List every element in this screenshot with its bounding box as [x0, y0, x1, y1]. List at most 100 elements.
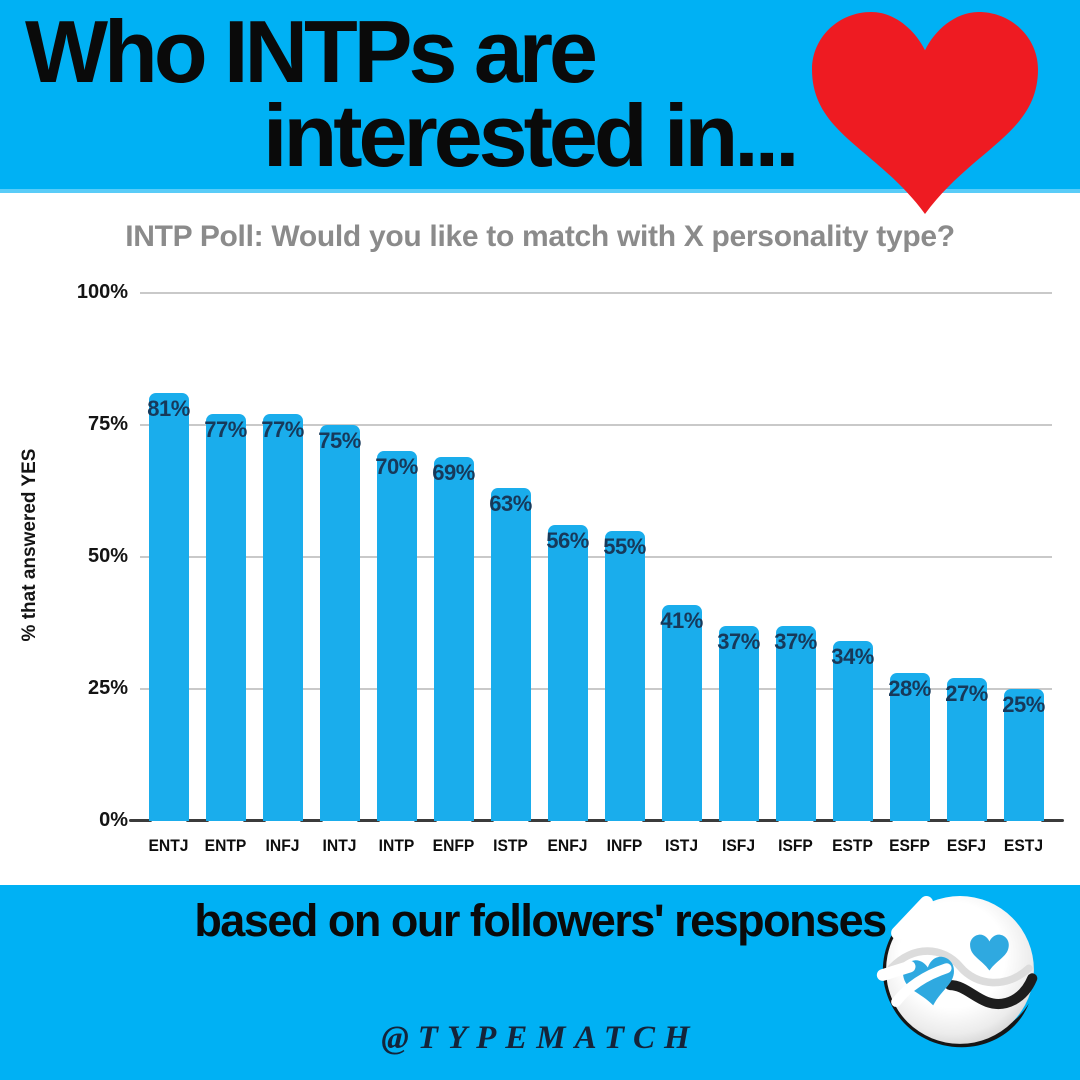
- bar-esfj: [946, 678, 987, 821]
- bar-slot-enfj: 56% ENFJ: [539, 293, 596, 855]
- heart-icon: [812, 12, 1038, 214]
- x-axis-tick: [128, 819, 152, 822]
- bar-value-label: 37%: [774, 628, 817, 654]
- gridline-50: [140, 556, 1052, 558]
- bar-infj: [262, 414, 303, 821]
- x-axis-tick: [185, 819, 209, 822]
- bar-slot-intj: 75% INTJ: [311, 293, 368, 855]
- bar-value-label: 25%: [1002, 692, 1045, 717]
- bar-value-label: 34%: [831, 644, 874, 670]
- bar-istp: [490, 488, 531, 821]
- chart-title: INTP Poll: Would you like to match with …: [125, 220, 955, 253]
- title-line-2: interested in...: [263, 86, 800, 185]
- bar-entj: [148, 393, 189, 821]
- logo-white-tail-left: [876, 960, 916, 981]
- x-axis-label: ESFP: [889, 836, 930, 855]
- x-axis-label: ISFP: [778, 836, 813, 855]
- x-axis-label: INTJ: [322, 836, 357, 855]
- bar-slot-enfp: 69% ENFP: [425, 293, 482, 855]
- bar-value-label: 28%: [888, 676, 931, 702]
- logo-dark-stroke: [944, 973, 1038, 1009]
- x-axis-tick: [413, 819, 437, 822]
- bar-value-label: 77%: [204, 417, 247, 443]
- x-axis-label: ISFJ: [721, 836, 756, 855]
- bar-value-label: 70%: [375, 454, 418, 480]
- bar-value-label: 27%: [945, 681, 988, 707]
- x-axis-label: ENFJ: [547, 836, 588, 855]
- y-tick-label: 100%: [76, 281, 128, 303]
- x-axis-label: ENFP: [432, 836, 475, 855]
- logo-white-tail-top: [891, 896, 934, 940]
- x-axis-tick: [755, 819, 779, 822]
- bar-value-label: 56%: [546, 528, 589, 554]
- y-tick-label: 0%: [99, 809, 128, 831]
- bar-slot-intp: 70% INTP: [368, 293, 425, 855]
- page-title: Who INTPs are interested in...: [25, 2, 800, 185]
- logo-heart-upper: [970, 934, 1009, 971]
- bar-slot-entj: 81% ENTJ: [140, 293, 197, 855]
- bar-slot-isfp: 37% ISFP: [767, 293, 824, 855]
- bar-value-label: 77%: [261, 417, 304, 443]
- bar-slot-entp: 77% ENTP: [197, 293, 254, 855]
- bar-value-label: 63%: [489, 491, 532, 517]
- gridline-100: [140, 292, 1052, 294]
- bar-slot-istj: 41% ISTJ: [653, 293, 710, 855]
- bar-slot-esfp: 28% ESFP: [881, 293, 938, 855]
- bar-value-label: 81%: [147, 396, 190, 422]
- x-axis-tick: [584, 819, 608, 822]
- x-axis-tick: [983, 819, 1007, 822]
- brand-handle: @TYPEMATCH: [381, 1020, 699, 1056]
- bar-slot-esfj: 27% ESFJ: [938, 293, 995, 855]
- bar-slot-isfj: 37% ISFJ: [710, 293, 767, 855]
- bar-value-label: 37%: [717, 628, 760, 654]
- x-axis-tick: [926, 819, 950, 822]
- x-axis-label: ENTJ: [148, 836, 189, 855]
- title-line-1: Who INTPs are: [25, 2, 598, 101]
- bar-istj: [661, 604, 702, 821]
- x-axis-tick: [641, 819, 665, 822]
- bar-esfp: [889, 673, 930, 821]
- x-axis-tick: [1040, 819, 1064, 822]
- x-axis-label: ENTP: [204, 836, 247, 855]
- bar-entp: [205, 414, 246, 821]
- bar-isfp: [775, 625, 816, 821]
- bar-value-label: 75%: [318, 428, 361, 453]
- x-axis-label: ESFJ: [946, 836, 987, 855]
- logo-white-brush: [891, 963, 952, 1007]
- bottom-banner: based on our followers' responses @TYPEM…: [0, 885, 1080, 1080]
- x-axis-tick: [812, 819, 836, 822]
- bar-enfp: [433, 456, 474, 821]
- x-axis-label: ISTJ: [664, 836, 699, 855]
- x-axis-label: ESTP: [832, 836, 873, 855]
- bar-slot-estp: 34% ESTP: [824, 293, 881, 855]
- brand-logo-icon: [876, 896, 1038, 1048]
- bar-infp: [604, 530, 645, 821]
- y-tick-label: 25%: [87, 677, 128, 699]
- x-axis-tick: [299, 819, 323, 822]
- x-axis-tick: [470, 819, 494, 822]
- x-axis-label: INFP: [606, 836, 643, 855]
- logo-divide-curve: [887, 947, 1033, 987]
- x-axis-label: ISTP: [493, 836, 528, 855]
- bar-slot-infp: 55% INFP: [596, 293, 653, 855]
- y-tick-label: 75%: [87, 413, 128, 435]
- bar-estj: [1003, 689, 1044, 821]
- footer-caption: based on our followers' responses: [194, 895, 887, 946]
- bar-isfj: [718, 625, 759, 821]
- x-axis-label: INTP: [378, 836, 415, 855]
- bar-intj: [319, 425, 360, 821]
- bar-value-label: 41%: [660, 607, 703, 633]
- x-axis-tick: [356, 819, 380, 822]
- gridline-75: [140, 424, 1052, 426]
- bar-slot-istp: 63% ISTP: [482, 293, 539, 855]
- y-tick-label: 50%: [87, 545, 128, 567]
- y-axis-title: % that answered YES: [19, 448, 40, 642]
- bar-intp: [376, 451, 417, 821]
- bar-value-label: 55%: [603, 533, 646, 559]
- x-axis-label: ESTJ: [1003, 836, 1044, 855]
- bar-enfj: [547, 525, 588, 821]
- gridline-25: [140, 688, 1052, 690]
- bar-slot-infj: 77% INFJ: [254, 293, 311, 855]
- plot-area: 0% 25% 50% 75% 100% 81% ENTJ 77% ENTP 77% INFJ 75% I…: [77, 281, 1064, 855]
